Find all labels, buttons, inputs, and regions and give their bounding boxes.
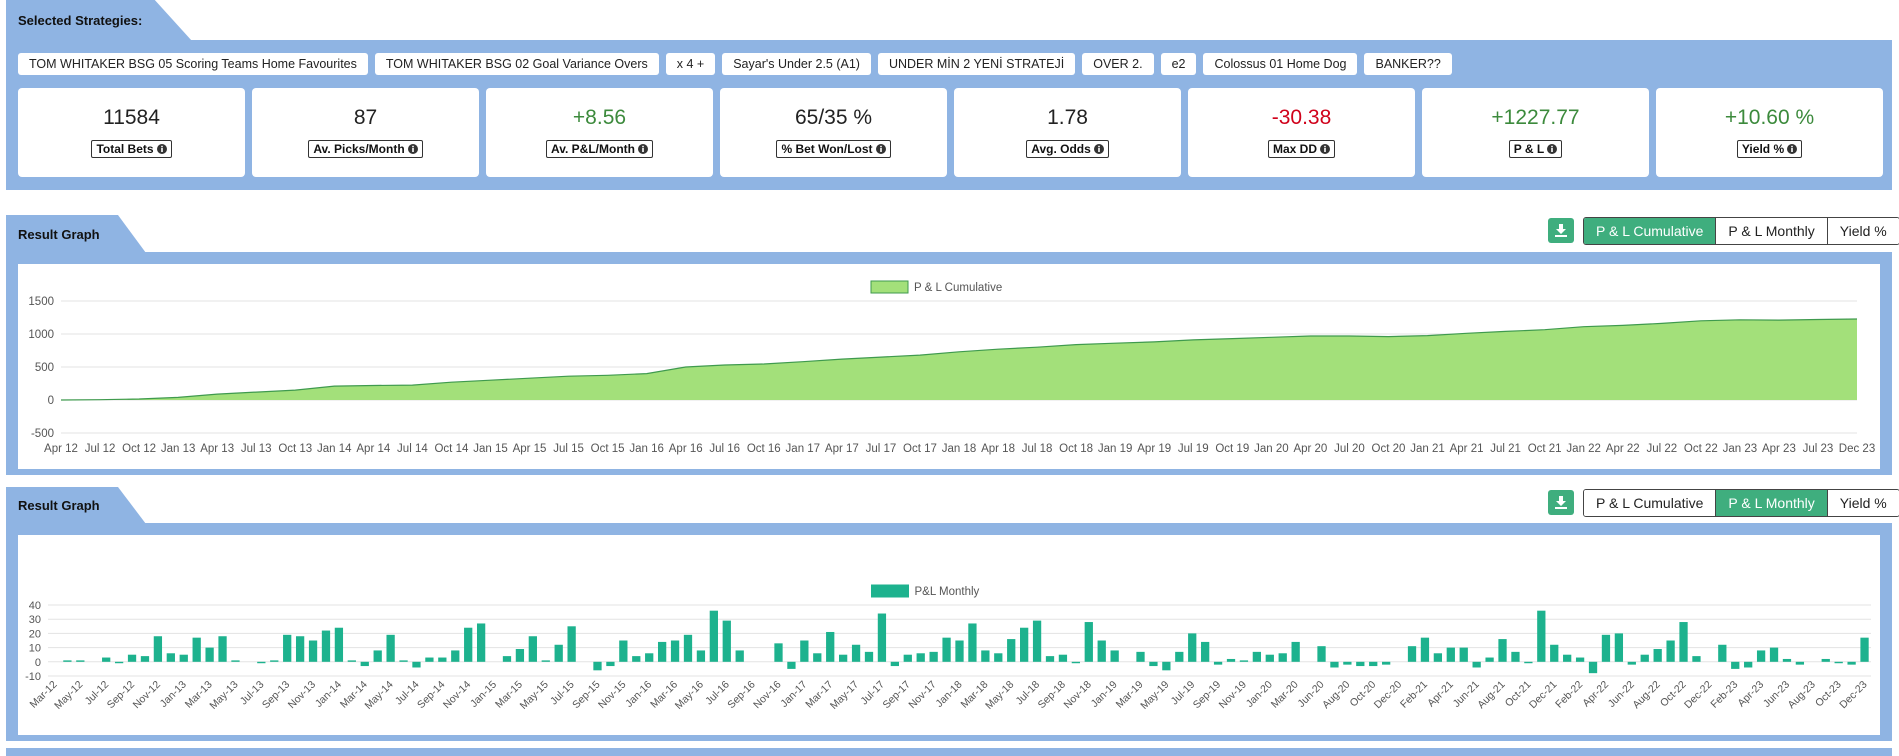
graph-area [18,264,1880,469]
stat-value: +1227.77 [1491,106,1580,129]
stat-card: +8.56 Av. P&L/Month [486,88,713,177]
stat-label: Av. P&L/Month [546,140,653,158]
toggle-group: P & L Cumulative P & L Monthly Yield % [1583,489,1899,517]
stat-value: -30.38 [1271,106,1332,129]
stat-label-text: Yield % [1741,142,1785,156]
info-icon [875,144,886,154]
section-title: Result Graph [18,226,100,242]
info-icon [1787,144,1798,154]
strategies-tab: Selected Strategies: [6,0,192,41]
stat-label-text: Av. Picks/Month [313,142,405,156]
strategy-chip: BANKER?? [1364,53,1452,75]
stat-card: -30.38 Max DD [1188,88,1415,177]
download-icon [1555,224,1567,237]
stat-label: % Bet Won/Lost [776,140,891,158]
stat-card: 65/35 % % Bet Won/Lost [720,88,947,177]
toggle-button[interactable]: Yield % [1826,490,1899,516]
stat-row: 11584 Total Bets 87 Av. Picks/Month +8.56 Av.… [18,88,1883,177]
stat-label: P & L [1508,140,1563,158]
stat-label-text: Max DD [1272,142,1317,156]
strategy-chip: TOM WHITAKER BSG 05 Scoring Teams Home F… [18,53,368,75]
strategies-panel: TOM WHITAKER BSG 05 Scoring Teams Home F… [6,40,1892,190]
stat-value: 65/35 % [794,106,873,129]
stat-label-text: P & L [1513,142,1545,156]
toggle-button[interactable]: P & L Monthly [1715,218,1827,244]
graph-panel [6,523,1892,741]
stat-value: 11584 [103,106,160,129]
stat-card: 87 Av. Picks/Month [252,88,479,177]
download-icon [1555,496,1567,509]
stat-label: Avg. Odds [1026,140,1109,158]
stat-label-text: Avg. Odds [1031,142,1091,156]
stat-label: Total Bets [91,140,172,158]
toggle-button[interactable]: P & L Cumulative [1584,218,1716,244]
stat-label: Av. Picks/Month [308,140,423,158]
stat-label-text: % Bet Won/Lost [781,142,873,156]
toggle-button[interactable]: P & L Monthly [1715,490,1827,516]
stat-label-text: Total Bets [96,142,154,156]
strategy-chip: x 4 + [665,53,716,75]
stat-card: +10.60 % Yield % [1656,88,1883,177]
tab-title: Selected Strategies: [18,13,143,28]
strategy-chip: TOM WHITAKER BSG 02 Goal Variance Overs [374,53,659,75]
stat-value: 1.78 [1047,106,1088,129]
section-tab: Result Graph [6,215,146,253]
stat-label: Yield % [1736,140,1803,158]
stat-value: 87 [353,106,378,129]
download-button[interactable] [1548,218,1574,243]
graph-panel [6,252,1892,475]
next-panel [6,748,1892,756]
download-button[interactable] [1548,490,1574,515]
stat-card: 1.78 Avg. Odds [954,88,1181,177]
info-icon [1320,144,1330,154]
toggle-group: P & L Cumulative P & L Monthly Yield % [1583,217,1899,245]
toggle-button[interactable]: P & L Cumulative [1584,490,1716,516]
strategy-chip: e2 [1160,53,1197,75]
info-icon [1547,144,1558,154]
stat-label-text: Av. P&L/Month [551,142,635,156]
info-icon [1093,144,1104,154]
stat-value: +8.56 [572,106,627,129]
info-icon [407,144,418,154]
strategy-chip: Sayar's Under 2.5 (A1) [722,53,871,75]
info-icon [156,144,167,154]
stat-value: +10.60 % [1724,106,1815,129]
section-tab: Result Graph [6,487,146,524]
info-icon [638,144,648,154]
chip-row: TOM WHITAKER BSG 05 Scoring Teams Home F… [18,53,1452,75]
stat-card: +1227.77 P & L [1422,88,1649,177]
toggle-button[interactable]: Yield % [1826,218,1899,244]
section-title: Result Graph [18,498,100,513]
stat-label: Max DD [1267,140,1335,158]
graph-area [18,535,1880,735]
strategy-chip: Colossus 01 Home Dog [1203,53,1358,75]
strategy-chip: UNDER MİN 2 YENİ STRATEJİ [877,53,1076,75]
strategy-chip: OVER 2. [1082,53,1154,75]
stat-card: 11584 Total Bets [18,88,245,177]
